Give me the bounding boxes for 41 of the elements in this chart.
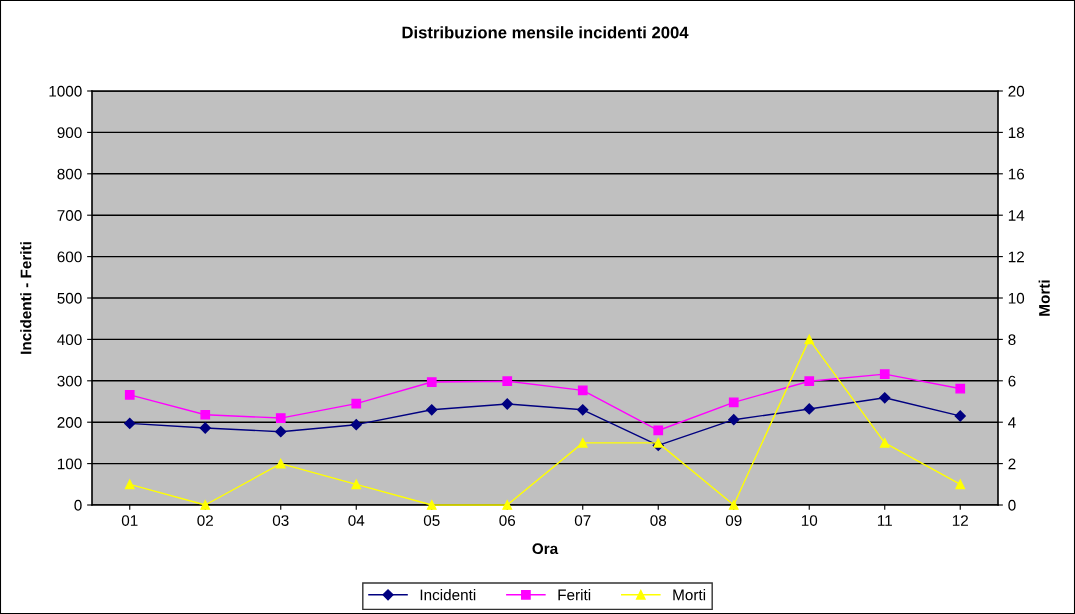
- x-tick-label: 09: [725, 515, 742, 526]
- x-tick-label: 08: [650, 515, 667, 526]
- y-tick-label: 700: [57, 210, 82, 221]
- x-tick-label: 11: [877, 515, 892, 526]
- x-tick-label: 05: [423, 515, 440, 526]
- y-tick-label: 400: [57, 334, 82, 346]
- y2-tick-label: 14: [1008, 210, 1025, 221]
- x-tick-label: 04: [348, 515, 365, 526]
- x-tick-label: 02: [197, 515, 213, 526]
- y-axis-title: Incidenti - Feriti: [20, 242, 32, 354]
- y-tick-label: 800: [57, 168, 82, 180]
- legend-label: Morti: [673, 589, 706, 601]
- y2-tick-label: 12: [1008, 251, 1024, 263]
- y-tick-label: 300: [57, 375, 82, 387]
- y-tick-label: 500: [57, 292, 82, 304]
- x-tick-label: 12: [952, 515, 968, 526]
- y2-tick-label: 4: [1008, 417, 1016, 428]
- y-tick-label: 600: [57, 251, 82, 263]
- chart-title: Distribuzione mensile incidenti 2004: [402, 26, 689, 39]
- y-tick-label: 0: [74, 499, 82, 511]
- legend-label: Feriti: [558, 589, 591, 601]
- y2-tick-label: 10: [1008, 292, 1025, 304]
- y2-tick-label: 0: [1008, 499, 1016, 511]
- x-tick-label: 01: [121, 515, 138, 526]
- y-tick-label: 100: [57, 458, 82, 470]
- x-tick-label: 10: [801, 515, 818, 526]
- y2-axis-title: Morti: [1038, 280, 1050, 316]
- y2-tick-label: 20: [1008, 85, 1025, 97]
- y2-tick-label: 18: [1008, 127, 1025, 139]
- y-tick-label: 200: [57, 417, 82, 428]
- x-axis-title: Ora: [532, 543, 559, 555]
- x-tick-label: 06: [499, 515, 516, 526]
- y2-tick-label: 6: [1008, 375, 1016, 387]
- y2-tick-label: 16: [1008, 168, 1025, 180]
- legend-label: Incidenti: [420, 589, 476, 601]
- x-tick-label: 07: [574, 515, 591, 526]
- y-tick-label: 900: [57, 127, 82, 139]
- x-tick-label: 03: [272, 515, 289, 526]
- y2-tick-label: 8: [1008, 334, 1016, 346]
- y2-tick-label: 2: [1008, 458, 1016, 470]
- y-tick-label: 1000: [49, 85, 82, 97]
